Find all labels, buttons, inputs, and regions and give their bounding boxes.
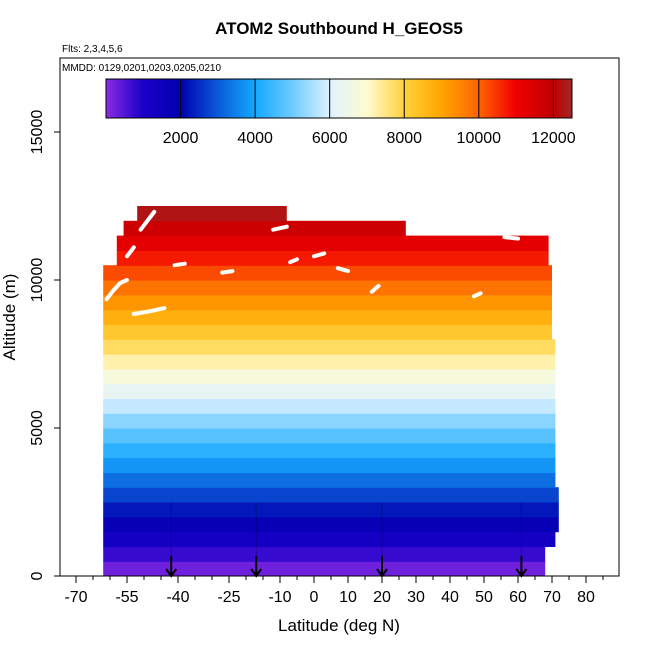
colorbar-tick-label: 4000 [237,130,273,147]
altitude-layer [103,442,556,459]
flight-track-segment [471,291,483,299]
flight-track-segment [125,245,136,259]
dates-note: MMDD: 0129,0201,0203,0205,0210 [62,63,221,74]
x-tick-label: 60 [509,589,527,606]
y-tick-label: 10000 [29,258,46,303]
altitude-layer [103,413,556,429]
x-tick-label: -70 [64,589,87,606]
altitude-layer [103,265,552,281]
flight-track-segment [271,224,289,232]
x-tick-label: 10 [339,589,357,606]
x-tick-label: 80 [577,589,595,606]
flights-note: Flts: 2,3,4,5,6 [62,44,123,55]
flight-track-segment [312,251,327,259]
chart-title: ATOM2 Southbound H_GEOS5 [215,19,463,38]
y-tick-label: 5000 [29,410,46,446]
altitude-layer [103,354,556,370]
colorbar-tick-label: 10000 [457,130,502,147]
flight-track-segment [172,261,187,268]
x-tick-label: 50 [475,589,493,606]
altitude-layer [103,280,552,296]
altitude-layer [103,428,556,444]
colorbar-tick-label: 12000 [531,130,576,147]
altitude-layer [103,561,546,576]
altitude-layer [103,546,546,562]
altitude-layer [137,206,287,222]
flight-tracks [104,209,520,316]
y-tick-label: 0 [29,571,46,580]
x-axis: -70 -55 -40 -25 -10 0 10 20 30 40 50 60 70 80 [64,576,604,606]
altitude-layer [103,502,559,518]
flight-track-segment [335,266,350,274]
altitude-layer [103,531,556,547]
altitude-layer [103,457,556,473]
y-tick-label: 15000 [29,110,46,155]
altitude-layer [103,487,559,503]
x-axis-label: Latitude (deg N) [278,616,400,635]
altitude-layer [103,368,556,385]
altitude-layer [103,398,556,414]
x-tick-label: 0 [310,589,319,606]
x-tick-label: 30 [407,589,425,606]
altitude-layer [103,383,556,399]
flight-track-segment [138,209,157,232]
colorbar-tick-label: 8000 [386,130,422,147]
altitude-layer [103,516,559,533]
colorbar-tick-label: 2000 [163,130,199,147]
altitude-layer [103,324,552,340]
colorbar: 2000 4000 6000 8000 10000 12000 [105,78,576,147]
x-tick-label: 40 [441,589,459,606]
altitude-layer [116,250,549,266]
x-tick-label: 70 [543,589,561,606]
colorbar-gradient [105,78,573,119]
altitude-layer [103,339,556,355]
altitude-layer [103,309,552,325]
altitude-layer [103,294,552,311]
flight-track-segment [288,257,299,265]
y-axis-label: Altitude (m) [0,274,19,361]
flight-track-segment [220,269,235,275]
x-tick-label: -55 [115,589,138,606]
flight-track-segment [104,278,129,302]
altitude-layer [103,472,556,488]
altitude-layer [123,220,406,237]
flight-track-segment [502,235,520,241]
x-tick-label: 20 [373,589,391,606]
altitude-layers [103,206,559,576]
altitude-layer [116,235,549,251]
flight-track-segment [131,306,167,316]
x-tick-label: -25 [217,589,240,606]
x-tick-label: -10 [268,589,291,606]
x-tick-label: -40 [166,589,189,606]
plot-frame [59,57,620,577]
y-axis: 0 5000 10000 15000 [29,110,60,580]
flight-track-segment [369,283,381,294]
colorbar-tick-label: 6000 [312,130,348,147]
